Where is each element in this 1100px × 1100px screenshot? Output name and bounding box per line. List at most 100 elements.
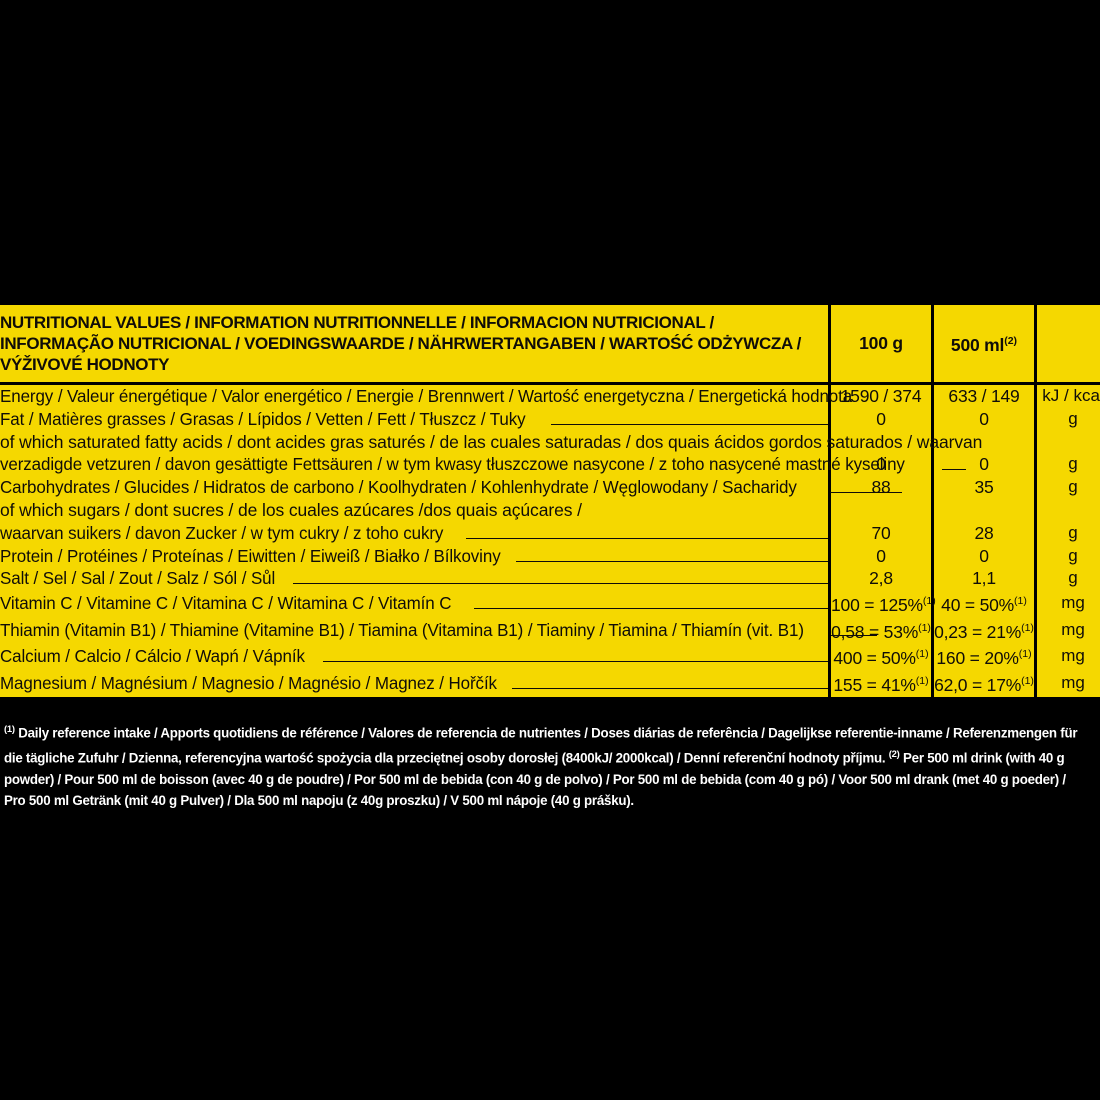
row-value-100g-text: 400 = 50%: [833, 648, 916, 669]
row-label-wrap: Carbohydrates / Glucides / Hidratos de c…: [0, 476, 903, 499]
row-value-500ml: 0: [934, 430, 1034, 477]
header-title-line2: VOEDINGSWAARDE / NÄHRWERTANGABEN / WARTO…: [0, 334, 801, 374]
row-label-text: Carbohydrates / Glucides / Hidratos de c…: [0, 477, 797, 498]
row-value-500ml-text: 62,0 = 17%: [934, 674, 1022, 695]
column-divider: [1034, 643, 1037, 671]
leader-rule: [830, 634, 877, 636]
column-divider: [828, 430, 831, 477]
table-row: Calcium / Calcio / Cálcio / Wapń / Vápní…: [0, 643, 1100, 671]
header-title-line1: NUTRITIONAL VALUES / INFORMATION NUTRITI…: [0, 313, 714, 353]
column-divider: [828, 498, 831, 545]
row-value-500ml: 35: [934, 476, 1034, 499]
row-value-500ml: 0,23 = 21%(1): [934, 616, 1034, 644]
table-row: Fat / Matières grasses / Grasas / Lípido…: [0, 407, 1100, 431]
row-label-salt: Salt / Sel / Sal / Zout / Salz / Sól / S…: [0, 567, 828, 591]
column-divider: [931, 544, 934, 568]
row-unit: g: [1037, 498, 1100, 545]
row-label-wrap: Magnesium / Magnésium / Magnesio / Magné…: [0, 672, 828, 695]
column-divider: [1034, 305, 1037, 382]
column-divider: [931, 385, 934, 408]
header-col-500ml-footnote-marker: (2): [1004, 335, 1018, 348]
row-label-text-line1: of which sugars / dont sucres / de los c…: [0, 499, 582, 520]
column-divider: [931, 305, 934, 382]
leader-rule: [516, 560, 828, 562]
footnote-marker: (1): [918, 621, 931, 634]
row-value-100g-text: 100 = 125%: [831, 595, 923, 615]
table-row: of which saturated fatty acids / dont ac…: [0, 430, 1100, 477]
row-value-100g: 1590 / 374: [831, 385, 931, 408]
header-col-500ml: 500 ml(2): [934, 305, 1034, 382]
table-row: Thiamin (Vitamin B1) / Thiamine (Vitamin…: [0, 616, 1100, 644]
footnote-marker: (1): [1018, 648, 1032, 661]
row-value-100g: 0: [831, 430, 931, 477]
row-label-line2-wrap: waarvan suikers / davon Zucker / w tym c…: [0, 522, 828, 545]
footnote-text-2: Per 500 ml drink (with 40 g powder) / Po…: [3, 750, 1066, 809]
row-unit: g: [1037, 407, 1100, 431]
leader-rule: [466, 537, 828, 539]
row-label-saturated-fat: of which saturated fatty acids / dont ac…: [0, 430, 983, 477]
row-label-text: Fat / Matières grasses / Grasas / Lípido…: [0, 408, 526, 429]
header-col-100g: 100 g: [831, 305, 931, 382]
row-unit: mg: [1037, 616, 1100, 644]
row-label-text-line1: of which saturated fatty acids / dont ac…: [0, 431, 983, 452]
column-divider: [1034, 670, 1037, 697]
leader-rule: [323, 661, 828, 663]
row-value-500ml: 28: [934, 498, 1034, 545]
leader-rule: [550, 423, 828, 425]
row-unit: mg: [1037, 670, 1100, 697]
row-label-wrap: Vitamin C / Vitamine C / Vitamina C / Wi…: [0, 592, 828, 615]
row-value-500ml: 0: [934, 544, 1034, 568]
column-divider: [828, 305, 831, 382]
row-value-500ml: 40 = 50%(1): [934, 590, 1034, 617]
table-header-row: NUTRITIONAL VALUES / INFORMATION NUTRITI…: [0, 305, 1100, 382]
column-divider: [1034, 616, 1037, 644]
column-divider: [828, 590, 831, 617]
nutrition-table: NUTRITIONAL VALUES / INFORMATION NUTRITI…: [0, 305, 1100, 697]
row-label-text: Energy / Valeur énergétique / Valor ener…: [0, 386, 853, 406]
column-divider: [828, 476, 831, 499]
column-divider: [1034, 430, 1037, 477]
row-label-text: Thiamin (Vitamin B1) / Thiamine (Vitamin…: [0, 619, 804, 640]
row-unit: g: [1037, 544, 1100, 568]
footnote-marker: (1): [1021, 621, 1034, 634]
row-label-text: Protein / Protéines / Proteínas / Eiwitt…: [0, 545, 501, 566]
row-label-vitamin-c: Vitamin C / Vitamine C / Vitamina C / Wi…: [0, 590, 828, 617]
column-divider: [931, 498, 934, 545]
row-label-energy: Energy / Valeur énergétique / Valor ener…: [0, 385, 852, 408]
row-label-wrap: Energy / Valeur énergétique / Valor ener…: [0, 385, 852, 408]
row-value-500ml: 160 = 20%(1): [934, 643, 1034, 671]
column-divider: [1034, 385, 1037, 408]
row-value-100g: 155 = 41%(1): [831, 670, 931, 697]
row-value-100g: 70: [831, 498, 931, 545]
row-unit: g: [1037, 567, 1100, 591]
table-row: Carbohydrates / Glucides / Hidratos de c…: [0, 476, 1100, 499]
row-label-wrap: Calcium / Calcio / Cálcio / Wapń / Vápní…: [0, 645, 828, 668]
row-label-fat: Fat / Matières grasses / Grasas / Lípido…: [0, 407, 828, 431]
column-divider: [931, 616, 934, 644]
column-divider: [931, 476, 934, 499]
row-value-500ml-text: 0,23 = 21%: [934, 621, 1022, 642]
footnote-text-1: Daily reference intake / Apports quotidi…: [3, 725, 1078, 766]
row-value-500ml: 0: [934, 407, 1034, 431]
table-row: Protein / Protéines / Proteínas / Eiwitt…: [0, 544, 1100, 568]
row-value-500ml: 1,1: [934, 567, 1034, 591]
row-label-wrap: Protein / Protéines / Proteínas / Eiwitt…: [0, 545, 828, 568]
table-row: of which sugars / dont sucres / de los c…: [0, 498, 1100, 545]
column-divider: [931, 590, 934, 617]
row-unit: mg: [1037, 643, 1100, 671]
header-title-cell: NUTRITIONAL VALUES / INFORMATION NUTRITI…: [0, 305, 828, 382]
row-value-500ml-text: 160 = 20%: [936, 648, 1019, 669]
leader-rule: [512, 687, 828, 689]
row-label-wrap: Fat / Matières grasses / Grasas / Lípido…: [0, 408, 828, 431]
row-label-wrap: waarvan suikers / davon Zucker / w tym c…: [0, 522, 828, 545]
row-label-text: Calcium / Calcio / Cálcio / Wapń / Vápní…: [0, 646, 305, 667]
column-divider: [1034, 567, 1037, 591]
row-label-carbohydrates: Carbohydrates / Glucides / Hidratos de c…: [0, 476, 903, 499]
column-divider: [931, 643, 934, 671]
footnote-marker: (1): [1021, 675, 1034, 688]
nutrition-panel: NUTRITIONAL VALUES / INFORMATION NUTRITI…: [0, 305, 1100, 697]
row-unit: g: [1037, 476, 1100, 499]
column-divider: [1034, 476, 1037, 499]
column-divider: [828, 670, 831, 697]
